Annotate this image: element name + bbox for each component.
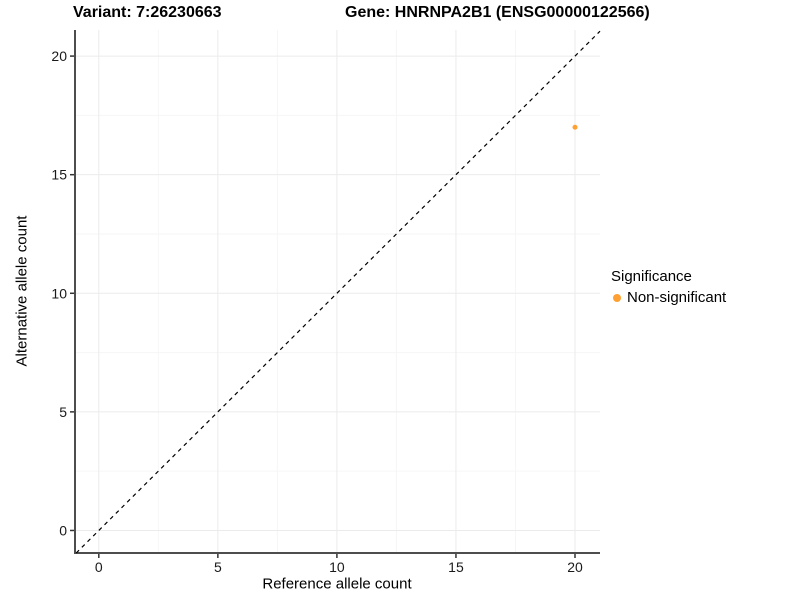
legend-title: Significance bbox=[611, 268, 692, 285]
y-tick-label: 20 bbox=[51, 48, 67, 64]
legend-item-label: Non-significant bbox=[627, 289, 727, 306]
gene-title: Gene: HNRNPA2B1 (ENSG00000122566) bbox=[345, 4, 650, 21]
y-tick-label: 10 bbox=[51, 285, 67, 301]
x-axis-label: Reference allele count bbox=[262, 575, 412, 593]
y-tick-label: 0 bbox=[59, 522, 67, 538]
y-axis-label: Alternative allele count bbox=[13, 215, 31, 367]
identity-dashed-line bbox=[75, 30, 601, 554]
legend-item: Non-significant bbox=[611, 289, 726, 306]
data-point bbox=[572, 124, 578, 130]
legend: Significance Non-significant bbox=[611, 268, 726, 306]
variant-title: Variant: 7:26230663 bbox=[73, 4, 222, 21]
x-tick-label: 5 bbox=[214, 559, 222, 575]
y-tick-label: 5 bbox=[59, 404, 67, 420]
legend-point-icon bbox=[613, 293, 621, 302]
x-tick-label: 15 bbox=[448, 559, 464, 575]
x-tick-label: 0 bbox=[95, 559, 103, 575]
x-tick-label: 10 bbox=[329, 559, 345, 575]
y-tick-label: 15 bbox=[51, 167, 67, 183]
x-tick-label: 20 bbox=[567, 559, 583, 575]
